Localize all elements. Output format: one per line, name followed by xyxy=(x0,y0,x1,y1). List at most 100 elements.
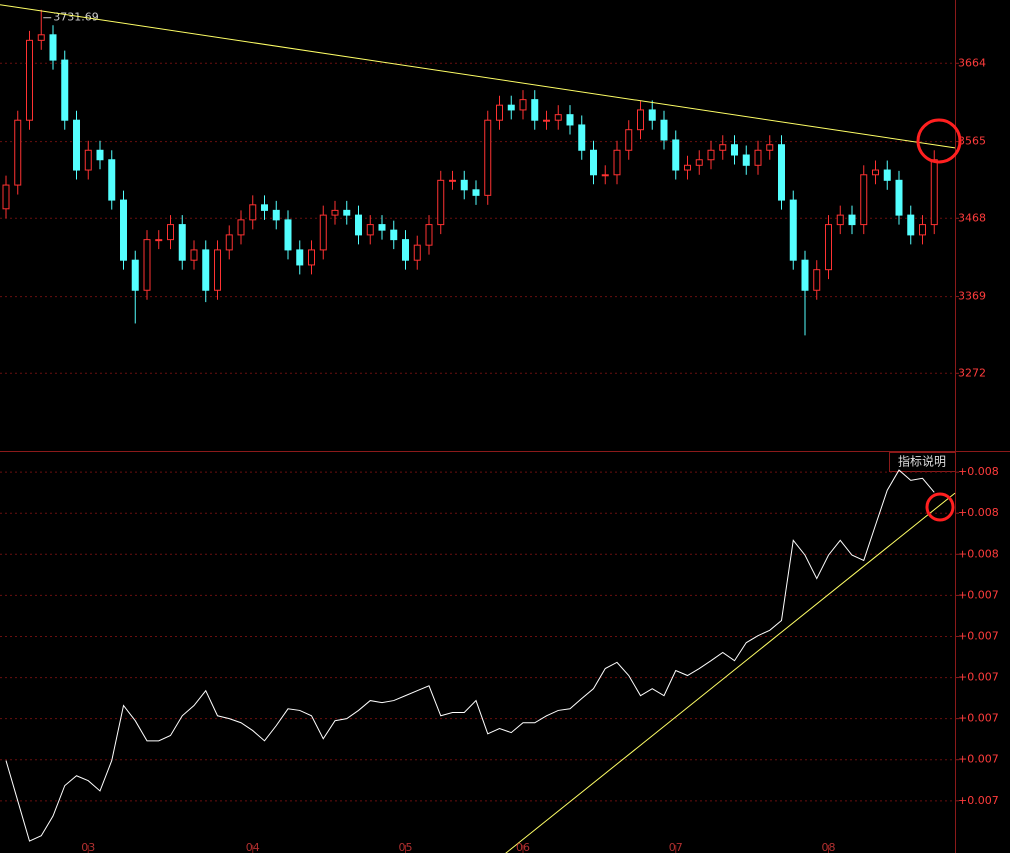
candle-body xyxy=(237,219,245,236)
candle-body xyxy=(319,214,327,251)
candle-body xyxy=(378,224,386,231)
candle-body xyxy=(167,224,174,241)
candle-body xyxy=(155,239,163,242)
candle-body xyxy=(402,239,409,261)
candle-body xyxy=(801,259,809,291)
candle-body xyxy=(813,269,821,291)
candle-body xyxy=(695,159,703,166)
x-tick-label: 04 xyxy=(246,841,260,853)
trendline xyxy=(505,492,956,853)
y-tick-label: +0.007 xyxy=(958,794,999,807)
candle-body xyxy=(225,234,233,251)
candle-body xyxy=(472,189,480,196)
candle-body xyxy=(26,39,33,121)
x-tick-label: 06 xyxy=(516,841,530,853)
candle-body xyxy=(261,204,268,211)
candle-body xyxy=(390,229,398,241)
candle-body xyxy=(496,104,503,121)
candle-body xyxy=(61,59,69,121)
candle-body xyxy=(178,224,186,261)
candle-body xyxy=(825,224,832,271)
candle-body xyxy=(284,219,292,251)
candle-body xyxy=(343,209,351,216)
x-tick-label: 03 xyxy=(81,841,95,853)
candle-body xyxy=(37,34,45,41)
candle-body xyxy=(578,124,586,151)
y-tick-label: 3369 xyxy=(958,290,986,303)
candle-body xyxy=(108,159,116,201)
candle-body xyxy=(2,184,10,210)
x-tick-label: 05 xyxy=(399,841,413,853)
y-tick-label: +0.007 xyxy=(958,712,999,725)
annotation: 指标说明 xyxy=(898,454,946,469)
y-tick-label: +0.007 xyxy=(958,629,999,642)
candle-body xyxy=(919,224,926,236)
x-tick-label: 07 xyxy=(669,841,683,853)
candle-body xyxy=(366,224,374,236)
y-tick-label: 3565 xyxy=(958,135,986,148)
candle-body xyxy=(707,149,715,161)
candle-body xyxy=(613,149,621,176)
y-tick-label: +0.007 xyxy=(958,588,999,601)
annotation-box xyxy=(889,452,956,472)
candle-body xyxy=(907,214,915,236)
highlight-circle xyxy=(916,118,962,164)
candle-body xyxy=(437,179,445,226)
candle-body xyxy=(836,214,844,226)
y-tick-label: +0.008 xyxy=(958,506,999,519)
candle-body xyxy=(872,169,879,176)
candle-body xyxy=(766,144,774,151)
candle-body xyxy=(214,249,221,291)
candle-body xyxy=(883,169,891,181)
peak-label: 3731.69 xyxy=(53,11,99,24)
candle-body xyxy=(460,179,468,191)
candle-body xyxy=(49,34,57,61)
y-tick-label: +0.008 xyxy=(958,465,999,478)
candle-body xyxy=(14,119,22,186)
y-tick-label: 3468 xyxy=(958,211,986,224)
y-tick-label: +0.007 xyxy=(958,753,999,766)
candle-body xyxy=(684,164,691,171)
candle-body xyxy=(848,214,856,226)
candle-body xyxy=(96,149,104,161)
candle-body xyxy=(742,154,750,166)
candle-body xyxy=(789,199,797,261)
y-tick-label: 3272 xyxy=(958,366,986,379)
candle-body xyxy=(131,259,139,291)
candle-body xyxy=(308,249,315,266)
candle-body xyxy=(143,239,151,291)
candle-body xyxy=(895,179,903,216)
candle-body xyxy=(413,244,421,261)
line-series xyxy=(5,469,935,842)
candle-body xyxy=(554,114,562,121)
candle-body xyxy=(601,174,609,177)
candle-body xyxy=(860,174,868,226)
candle-body xyxy=(73,119,80,171)
candle-body xyxy=(202,249,210,291)
candle-body xyxy=(331,209,339,216)
trendline xyxy=(0,4,956,149)
candle-body xyxy=(590,149,597,176)
candle-body xyxy=(754,149,762,166)
candle-body xyxy=(519,99,527,111)
x-tick-label: 08 xyxy=(822,841,836,853)
candle-body xyxy=(648,109,656,121)
candle-body xyxy=(355,214,362,236)
candle-body xyxy=(484,119,492,196)
candle-body xyxy=(660,119,668,141)
candle-body xyxy=(566,114,574,126)
candle-body xyxy=(249,204,257,221)
candle-body xyxy=(778,144,785,201)
candle-body xyxy=(719,144,727,151)
y-tick-label: 3664 xyxy=(958,56,986,69)
candle-body xyxy=(449,179,456,182)
candle-body xyxy=(84,149,92,171)
candle-body xyxy=(120,199,127,261)
candle-body xyxy=(543,119,550,122)
candle-body xyxy=(425,224,433,246)
y-tick-label: +0.007 xyxy=(958,671,999,684)
highlight-circle xyxy=(925,492,955,522)
